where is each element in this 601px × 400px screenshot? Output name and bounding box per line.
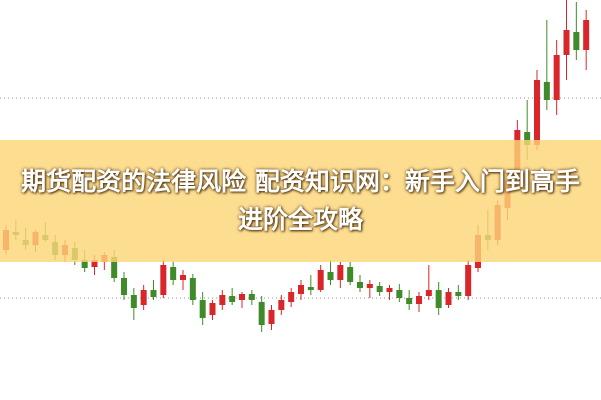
candle-body — [91, 260, 98, 267]
candle-body — [111, 257, 118, 278]
candle-body — [180, 275, 186, 280]
candle-body — [386, 288, 393, 292]
candle-body — [81, 260, 88, 268]
title-banner: 期货配资的法律风险 配资知识网：新手入门到高手进阶全攻略 — [0, 140, 601, 262]
candle-body — [189, 278, 196, 300]
candle-body — [239, 294, 245, 300]
candle-body — [376, 286, 383, 292]
candle-body — [425, 290, 432, 296]
candle-body — [258, 302, 265, 325]
chart-title: 期货配资的法律风险 配资知识网：新手入门到高手进阶全攻略 — [21, 167, 580, 234]
candle-body — [307, 287, 314, 290]
candle-body — [327, 272, 334, 280]
candle-body — [337, 265, 344, 280]
candle-body — [130, 295, 137, 308]
candle-body — [445, 292, 452, 305]
candle-body — [455, 292, 462, 296]
candle-body — [268, 310, 275, 324]
candle-body — [219, 295, 226, 305]
candle-body — [121, 278, 127, 295]
candle-body — [248, 294, 255, 300]
candle-body — [347, 267, 354, 282]
candle-body — [140, 290, 147, 305]
candle-body — [465, 265, 472, 296]
candle-body — [416, 296, 422, 304]
candle-body — [209, 303, 216, 315]
candle-body — [160, 265, 167, 295]
candle-body — [229, 296, 236, 302]
candle-body — [406, 298, 413, 304]
candle-body — [199, 300, 206, 318]
candle-body — [170, 267, 177, 280]
candle-body — [435, 290, 442, 308]
candle-body — [317, 270, 324, 290]
candle-body — [396, 290, 403, 298]
candle-body — [524, 132, 531, 145]
candle-body — [298, 285, 304, 294]
candle-body — [357, 282, 363, 288]
candle-body — [150, 290, 157, 297]
candle-body — [288, 292, 295, 302]
candle-body — [583, 20, 590, 50]
candle-body — [366, 284, 373, 288]
candle-body — [278, 300, 285, 310]
candle-body — [553, 55, 560, 100]
candle-body — [543, 82, 550, 100]
candle-body — [573, 32, 580, 50]
candle-body — [534, 80, 540, 145]
candle-body — [563, 30, 570, 55]
